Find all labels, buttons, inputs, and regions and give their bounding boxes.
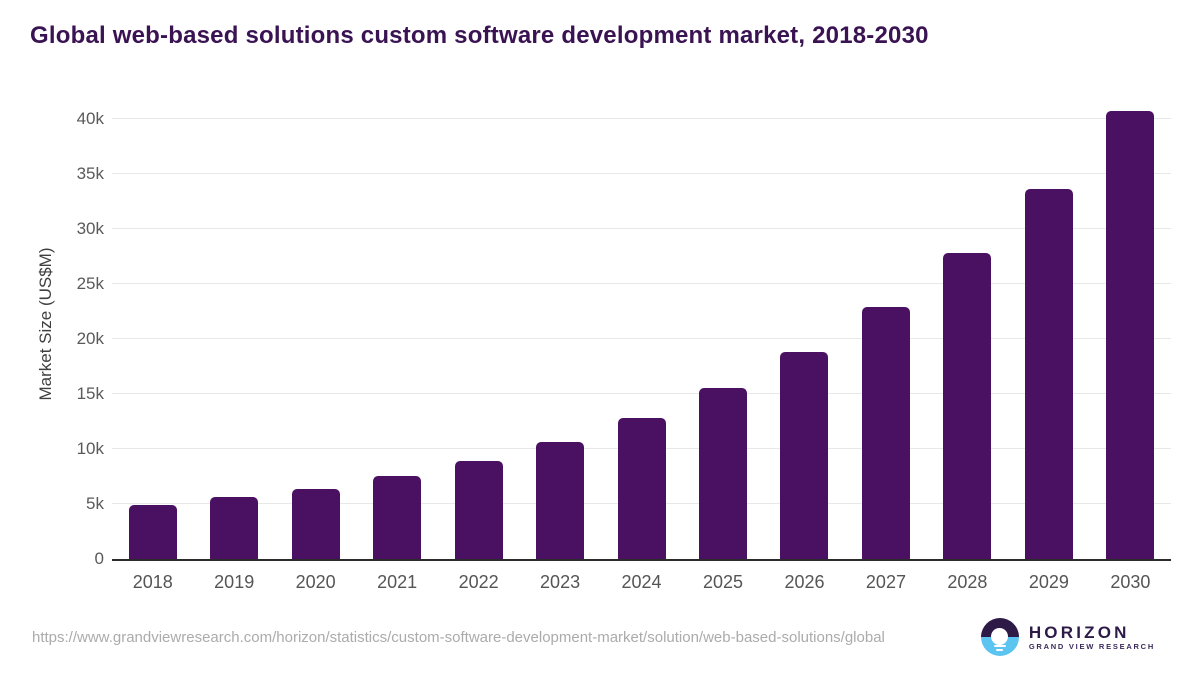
source-url: https://www.grandviewresearch.com/horizo…	[32, 629, 885, 646]
gridline-35k	[112, 173, 1171, 175]
y-tick-label: 0	[94, 549, 104, 568]
sun-icon	[991, 628, 1009, 645]
gridline-15k	[112, 393, 1171, 395]
bar-2020	[291, 488, 340, 559]
y-tick-label: 10k	[76, 438, 104, 458]
x-tick-label-2030: 2030	[1110, 572, 1151, 592]
y-tick-label: 20k	[76, 328, 104, 348]
x-tick-label-2026: 2026	[784, 572, 825, 592]
x-tick-label-2025: 2025	[702, 572, 744, 592]
gridline-20k	[112, 338, 1171, 340]
bar-2026	[780, 352, 829, 559]
x-tick-label-2020: 2020	[295, 572, 336, 592]
x-tick-label-2019: 2019	[214, 572, 255, 592]
y-tick-label: 15k	[76, 383, 104, 403]
x-tick-label-2022: 2022	[458, 572, 499, 592]
gridline-40k	[112, 118, 1171, 120]
y-tick-label: 35k	[76, 163, 104, 183]
y-tick-label: 40k	[76, 108, 104, 128]
bar-2024	[617, 418, 666, 559]
horizon-sun-water-icon	[980, 618, 1019, 656]
page-title: Global web-based solutions custom softwa…	[30, 22, 929, 49]
x-tick-label-2021: 2021	[377, 572, 418, 592]
x-tick-label-2024: 2024	[621, 572, 662, 592]
y-tick-label: 25k	[76, 273, 104, 293]
water-ripple-icon	[996, 649, 1004, 652]
y-tick-label: 5k	[86, 493, 104, 513]
bar-2018	[128, 505, 177, 559]
bar-2021	[373, 476, 422, 559]
y-axis-tick-labels: 0 5k 10k 15k 20k 25k 30k 35k 40k	[0, 90, 104, 568]
x-tick-label-2028: 2028	[947, 572, 988, 592]
bar-chart-plot-area	[112, 90, 1171, 561]
bar-2028	[943, 252, 992, 559]
x-tick-label-2027: 2027	[865, 572, 906, 592]
x-tick-label-2023: 2023	[540, 572, 581, 592]
horizon-logo: HORIZON GRAND VIEW RESEARCH	[980, 618, 1155, 656]
logo-name: HORIZON	[1028, 623, 1130, 642]
gridline-30k	[112, 228, 1171, 230]
bar-2030	[1106, 110, 1155, 559]
water-ripple-icon	[993, 644, 1006, 648]
x-tick-label-2018: 2018	[132, 572, 173, 592]
y-tick-label: 30k	[76, 218, 104, 238]
bar-2029	[1024, 189, 1073, 559]
x-axis-tick-labels: 2018 2019 2020 2021 2022 2023 2024 2025 2026 2027…	[112, 570, 1171, 594]
logo-text: HORIZON GRAND VIEW RESEARCH	[1029, 623, 1155, 651]
bar-2027	[861, 306, 910, 559]
gridline-25k	[112, 283, 1171, 285]
bar-2019	[210, 497, 259, 559]
bar-2025	[698, 388, 747, 559]
x-tick-label-2029: 2029	[1028, 572, 1069, 592]
bar-2023	[536, 442, 585, 559]
logo-subtitle: GRAND VIEW RESEARCH	[1028, 642, 1155, 651]
bar-2022	[454, 461, 503, 559]
